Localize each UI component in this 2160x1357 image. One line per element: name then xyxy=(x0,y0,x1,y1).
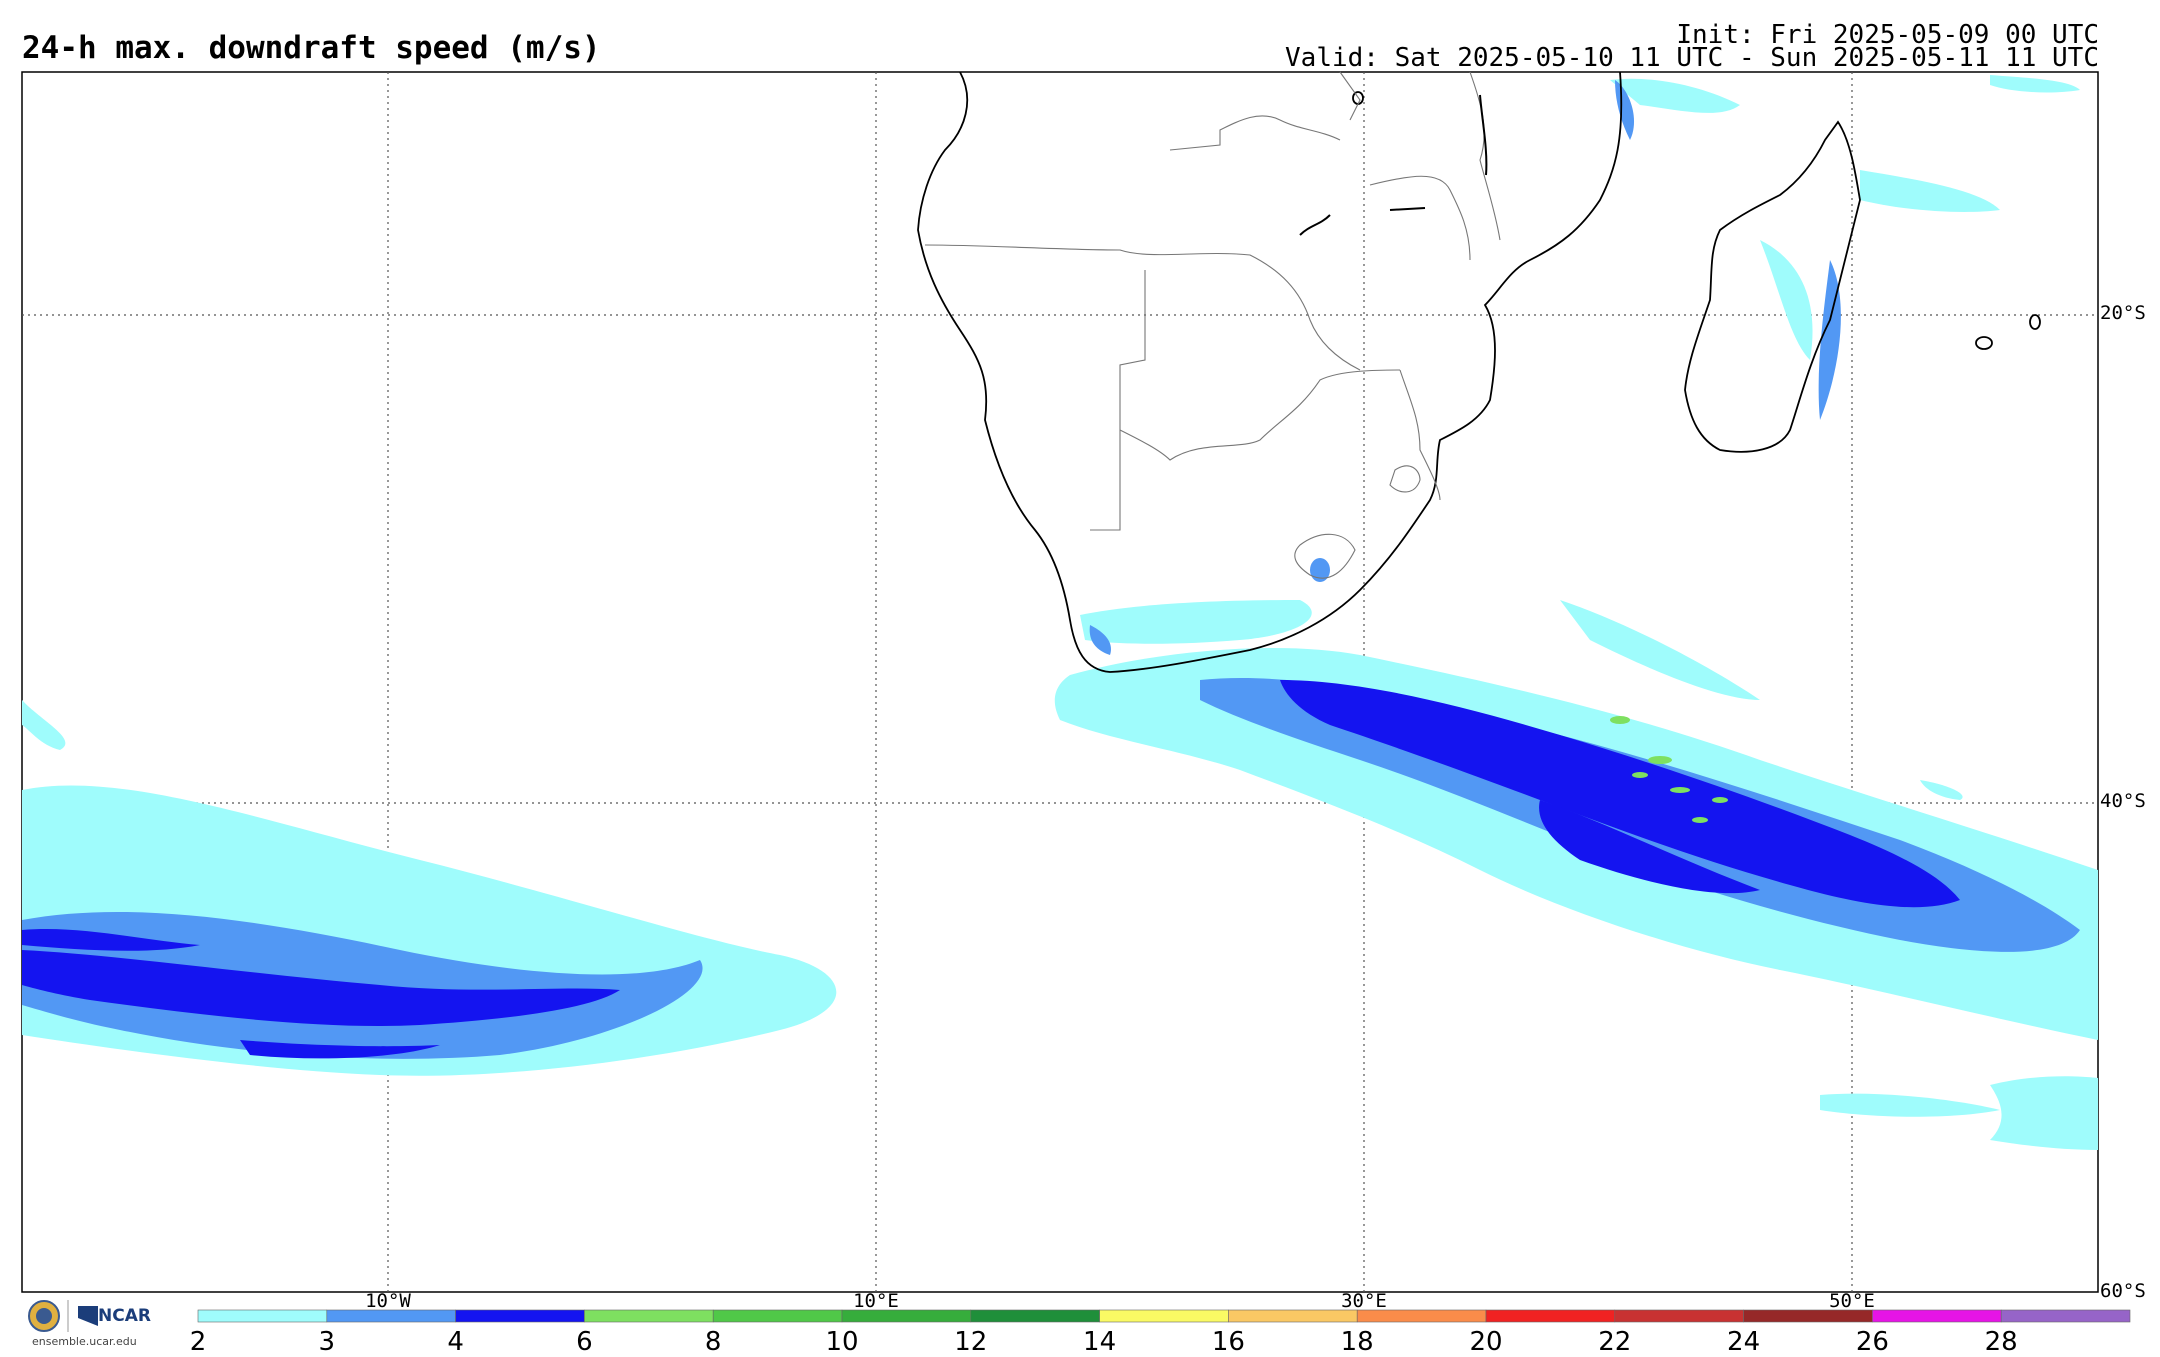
colorbar-tick-label: 24 xyxy=(1727,1327,1761,1357)
colorbar-tick-label: 4 xyxy=(447,1327,464,1357)
downdraft-field-east xyxy=(1054,600,2098,1150)
colorbar-tick-label: 8 xyxy=(704,1327,722,1357)
colorbar-swatch xyxy=(1228,1309,1358,1323)
lat-label-40s: 40°S xyxy=(2100,790,2146,812)
downdraft-field-land xyxy=(1080,75,2080,655)
colorbar-tick-label: 16 xyxy=(1211,1327,1245,1357)
lon-label-10w: 10°W xyxy=(365,1290,411,1312)
lat-label-60s: 60°S xyxy=(2100,1280,2146,1302)
colorbar-swatch xyxy=(1872,1309,2002,1323)
lon-label-10e: 10°E xyxy=(853,1290,899,1312)
ensemble-url: ensemble.ucar.edu xyxy=(32,1335,137,1348)
map-frame xyxy=(21,71,2099,1293)
downdraft-field-west xyxy=(22,700,837,1076)
colorbar-tick-label: 12 xyxy=(954,1327,988,1357)
lon-label-50e: 50°E xyxy=(1829,1290,1875,1312)
lakes xyxy=(1299,94,1488,236)
colorbar-swatch xyxy=(455,1309,585,1323)
colorbar-swatch xyxy=(1485,1309,1616,1323)
init-time: Init: Fri 2025-05-09 00 UTC xyxy=(1676,20,2099,50)
colorbar-tick-label: 2 xyxy=(189,1327,207,1357)
colorbar-swatch xyxy=(712,1309,843,1323)
colorbar xyxy=(197,1309,2131,1323)
colorbar-tick-label: 10 xyxy=(825,1327,859,1357)
ncar-wordmark: NCAR xyxy=(98,1306,151,1326)
colorbar-swatch xyxy=(197,1309,328,1323)
map-title: 24-h max. downdraft speed (m/s) xyxy=(22,30,601,66)
colorbar-tick-label: 18 xyxy=(1340,1327,1374,1357)
colorbar-tick-label: 20 xyxy=(1469,1327,1503,1357)
colorbar-swatch xyxy=(1099,1309,1229,1323)
colorbar-tick-label: 6 xyxy=(576,1327,593,1357)
country-borders xyxy=(924,71,1501,579)
colorbar-tick-label: 22 xyxy=(1598,1327,1632,1357)
colorbar-swatch xyxy=(970,1309,1100,1323)
colorbar-swatch xyxy=(584,1309,714,1323)
lat-label-20s: 20°S xyxy=(2100,302,2146,324)
lon-label-30e: 30°E xyxy=(1341,1290,1387,1312)
coastlines xyxy=(917,71,2041,673)
colorbar-swatch xyxy=(1614,1309,1744,1323)
colorbar-tick-label: 28 xyxy=(1984,1327,2018,1357)
valid-period: Valid: Sat 2025-05-10 11 UTC - Sun 2025-… xyxy=(1285,43,2099,73)
colorbar-tick-label: 26 xyxy=(1855,1327,1889,1357)
ncar-logo xyxy=(28,1300,98,1332)
colorbar-tick-label: 14 xyxy=(1083,1327,1117,1357)
colorbar-tick-label: 3 xyxy=(318,1327,336,1357)
colorbar-swatch xyxy=(2000,1309,2131,1323)
